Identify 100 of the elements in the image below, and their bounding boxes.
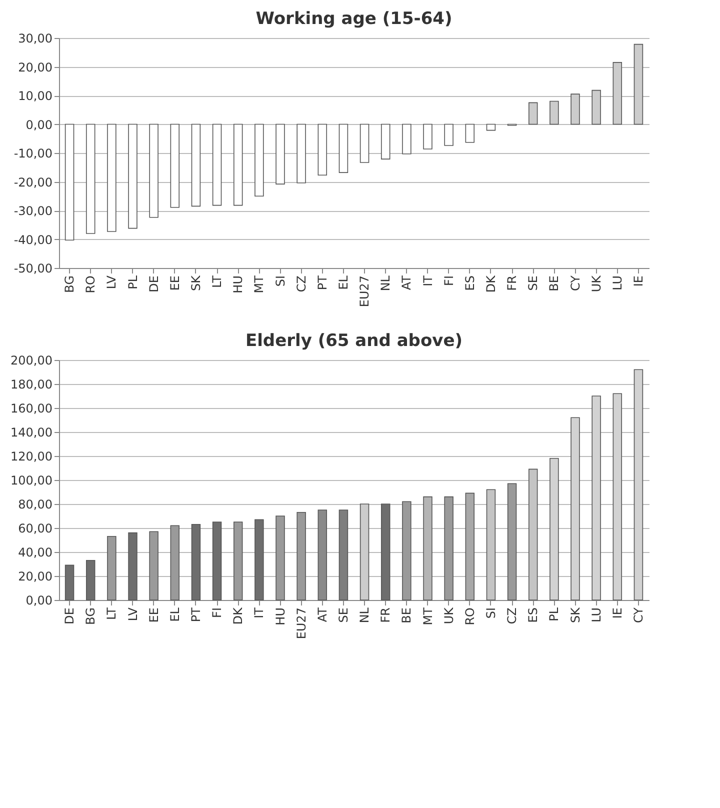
x-tick-label: DK	[231, 606, 246, 625]
x-tick-label: AT	[400, 274, 414, 290]
y-tick-label: -50,00	[14, 262, 52, 276]
bar	[296, 124, 306, 184]
bar	[380, 504, 390, 600]
x-tick-label: BE	[547, 276, 562, 292]
bar	[402, 124, 412, 154]
x-tick-label: SI	[273, 276, 288, 287]
x-tick-label: RO	[84, 276, 98, 294]
y-tick-label: 160,00	[10, 402, 52, 416]
x-tick-label: FR	[505, 276, 520, 291]
y-tick-label: 80,00	[18, 498, 52, 512]
bar	[570, 94, 580, 125]
x-tick-label: NL	[378, 275, 393, 292]
x-tick-label: EU27	[294, 608, 308, 640]
bar	[360, 504, 370, 600]
x-tick-label: IE	[610, 608, 624, 619]
y-tick-label: 10,00	[18, 89, 52, 103]
x-tick-label: MT	[252, 274, 266, 294]
bar	[64, 124, 74, 241]
x-tick-label: FI	[210, 608, 224, 618]
x-tick-label: EU27	[358, 276, 372, 308]
bar	[170, 124, 180, 208]
x-tick-label: SE	[526, 276, 540, 291]
bar	[465, 124, 475, 143]
x-tick-label: AT	[315, 606, 330, 622]
bar	[149, 531, 158, 600]
x-tick-label: CZ	[294, 276, 308, 292]
x-tick-label: LV	[126, 606, 140, 622]
x-tick-label: HU	[231, 276, 246, 294]
x-tick-label: BG	[62, 276, 77, 293]
x-tick-label: DE	[62, 608, 77, 624]
x-tick-label: IT	[252, 606, 266, 618]
y-tick-label: 140,00	[10, 426, 52, 440]
x-tick-label: PT	[188, 606, 203, 622]
bar	[212, 522, 222, 600]
bar	[550, 100, 559, 125]
x-tick-label: PL	[126, 275, 140, 290]
x-tick-label: UK	[589, 274, 604, 292]
bar	[592, 396, 601, 600]
x-tick-label: EE	[146, 608, 161, 623]
x-tick-label: LV	[104, 274, 119, 290]
x-tick-label: FR	[378, 608, 393, 623]
bar	[507, 483, 517, 600]
bar	[444, 124, 454, 146]
x-tick-label: MT	[420, 606, 435, 626]
y-tick-label: 120,00	[10, 450, 52, 464]
bar	[170, 525, 180, 600]
y-tick-label: 200,00	[10, 354, 52, 368]
bar	[486, 124, 496, 131]
x-tick-label: LU	[610, 276, 624, 290]
x-tick-label: UK	[442, 606, 456, 624]
chart-title: Working age (15-64)	[256, 9, 452, 29]
bar	[191, 124, 201, 207]
bar	[528, 102, 538, 125]
x-tick-label: ES	[526, 608, 540, 623]
bar	[318, 124, 328, 176]
bar	[296, 512, 306, 600]
x-tick-label: ES	[462, 276, 477, 291]
x-tick-label: EE	[168, 276, 182, 291]
x-tick-label: CY	[631, 606, 646, 623]
bar	[465, 492, 475, 600]
bar	[212, 124, 222, 206]
bar	[634, 369, 644, 600]
bar	[254, 519, 264, 600]
x-tick-label: IT	[420, 274, 435, 286]
x-tick-label: DK	[484, 274, 498, 293]
y-tick-label: 0,00	[26, 118, 52, 132]
x-tick-label: PT	[315, 274, 330, 290]
y-tick-label: 20,00	[18, 60, 52, 74]
y-tick-label: 100,00	[10, 474, 52, 488]
bar	[423, 124, 432, 150]
x-tick-label: LT	[210, 274, 224, 288]
y-tick-label: -20,00	[14, 175, 52, 190]
y-tick-label: -10,00	[14, 146, 52, 160]
bar	[107, 124, 116, 232]
x-tick-label: NL	[358, 607, 372, 624]
bar	[570, 417, 580, 600]
bar	[612, 62, 622, 125]
x-tick-label: LU	[589, 608, 604, 622]
x-tick-label: PL	[547, 607, 562, 622]
bar	[444, 496, 454, 600]
y-tick-label: -30,00	[14, 204, 52, 218]
x-tick-label: BE	[400, 608, 414, 624]
bar	[107, 536, 116, 600]
y-tick-label: 60,00	[18, 522, 52, 536]
bar	[128, 532, 138, 600]
bar	[149, 124, 158, 218]
x-tick-label: EL	[336, 275, 350, 290]
x-tick-label: SK	[188, 274, 203, 291]
bar	[360, 124, 370, 163]
bar	[380, 124, 390, 160]
bar	[86, 560, 96, 600]
bar	[64, 564, 74, 600]
x-tick-label: SI	[484, 608, 498, 619]
bar	[233, 522, 243, 600]
bar	[233, 124, 243, 206]
bar	[612, 393, 622, 600]
x-tick-label: CZ	[505, 608, 520, 624]
x-tick-label: CY	[568, 274, 582, 291]
